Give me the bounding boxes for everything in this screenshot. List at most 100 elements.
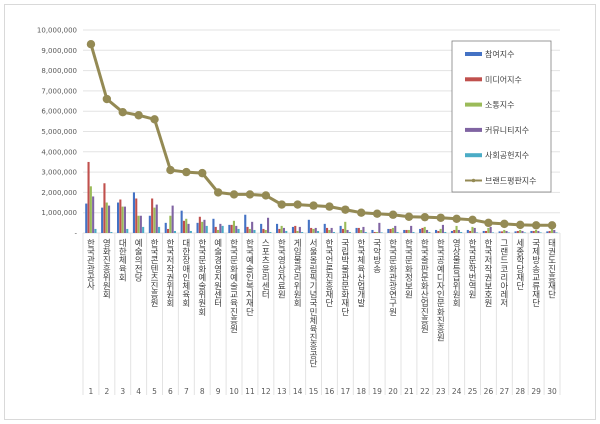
- rank-label: 2: [104, 387, 109, 396]
- bar-4: [364, 231, 367, 233]
- category-label-char: 진: [326, 272, 334, 283]
- bar-0: [530, 230, 533, 233]
- bar-3: [298, 226, 301, 233]
- category-label-char: 저: [167, 256, 175, 266]
- bar-3: [251, 221, 254, 233]
- brand-index-point: [341, 205, 350, 214]
- bar-1: [437, 230, 440, 233]
- category-label-char: 진: [103, 255, 111, 266]
- rank-label: 28: [515, 387, 525, 396]
- bar-3: [378, 222, 381, 233]
- bar-4: [412, 231, 415, 233]
- bar-4: [555, 232, 558, 233]
- category-label-char: 드: [500, 256, 508, 266]
- bar-1: [469, 230, 472, 233]
- category-label-char: 복: [246, 282, 254, 292]
- bar-0: [164, 222, 167, 233]
- brand-index-point: [150, 115, 159, 124]
- bar-0: [371, 229, 374, 233]
- category-label-char: 회: [294, 299, 302, 309]
- bar-3: [187, 223, 190, 233]
- bar-4: [126, 228, 129, 233]
- category-label-char: 체: [182, 281, 190, 292]
- brand-index-point: [484, 218, 493, 228]
- category-label-char: 산: [357, 272, 365, 283]
- rank-label: 23: [436, 387, 446, 396]
- bar-2: [503, 229, 506, 233]
- category-label-char: 임: [294, 247, 302, 258]
- category-label-char: 경: [214, 255, 222, 266]
- category-label-char: 원: [453, 291, 461, 301]
- category-label-char: 한: [485, 239, 493, 249]
- category-label-char: 애: [182, 265, 190, 275]
- category-label-char: 화: [198, 265, 206, 275]
- category-label-char: 공: [310, 351, 318, 361]
- category-label-char: 국: [357, 248, 365, 258]
- y-tick-label: 8,000,000: [41, 67, 77, 75]
- category-label-char: 자: [437, 282, 445, 292]
- bar-2: [344, 221, 347, 233]
- category-label-char: 윤: [262, 265, 270, 275]
- bar-3: [521, 230, 524, 233]
- category-label-char: 관: [341, 272, 349, 283]
- bar-2: [264, 229, 267, 233]
- category-label-char: 그: [500, 239, 508, 249]
- category-label-char: 전: [135, 264, 143, 275]
- category-label-char: 국: [341, 239, 349, 249]
- bar-3: [108, 205, 111, 233]
- category-label-char: 송: [373, 265, 381, 275]
- brand-index-point: [86, 40, 96, 49]
- category-label-char: 예: [246, 255, 254, 266]
- bar-0: [435, 229, 438, 233]
- category-label-char: 예: [135, 238, 143, 249]
- category-label-char: 술: [198, 282, 206, 292]
- category-label-char: 개: [357, 290, 365, 301]
- bar-4: [269, 231, 272, 233]
- legend-label: 브랜드평판지수: [485, 176, 537, 186]
- category-label-char: 번: [469, 273, 477, 283]
- category-label-char: 국: [326, 248, 334, 258]
- bar-3: [346, 229, 349, 233]
- rank-label: 19: [372, 387, 382, 396]
- brand-index-point: [547, 221, 557, 230]
- category-label-char: 원: [421, 325, 429, 335]
- bar-3: [426, 229, 429, 233]
- category-label-char: 당: [516, 264, 524, 275]
- category-label-char: 예: [198, 272, 206, 283]
- legend-swatch: [465, 127, 482, 132]
- category-label-char: 문: [421, 273, 429, 283]
- brand-index-point: [198, 168, 207, 178]
- brand-index-point: [452, 214, 461, 223]
- category-label-char: 리: [500, 273, 508, 283]
- bar-1: [310, 227, 313, 233]
- legend-label: 커뮤니티지수: [485, 125, 529, 135]
- category-label-char: 한: [326, 239, 334, 249]
- bar-2: [535, 229, 538, 233]
- category-label-char: 보: [485, 282, 493, 292]
- bar-1: [294, 225, 297, 233]
- bar-3: [553, 229, 556, 233]
- category-label-char: 원: [198, 299, 206, 309]
- bar-0: [85, 203, 88, 233]
- y-tick-label: 3,000,000: [41, 169, 77, 177]
- brand-index-point: [531, 221, 541, 230]
- rank-label: 17: [341, 387, 351, 396]
- category-label-char: 한: [182, 248, 190, 258]
- rank-label: 20: [388, 387, 398, 396]
- category-label-char: 업: [357, 282, 365, 292]
- category-label-char: 대: [119, 239, 127, 249]
- bar-2: [312, 228, 315, 233]
- legend-label: 소통지수: [485, 101, 514, 110]
- category-label-char: 문: [230, 256, 238, 266]
- category-label-char: 영: [453, 238, 461, 249]
- category-label-char: 육: [182, 291, 190, 301]
- category-label-char: 한: [469, 239, 477, 249]
- category-label-char: 텐: [151, 264, 159, 275]
- y-tick-label: 2,000,000: [41, 189, 77, 197]
- bar-2: [89, 186, 92, 233]
- brand-index-point: [293, 200, 302, 209]
